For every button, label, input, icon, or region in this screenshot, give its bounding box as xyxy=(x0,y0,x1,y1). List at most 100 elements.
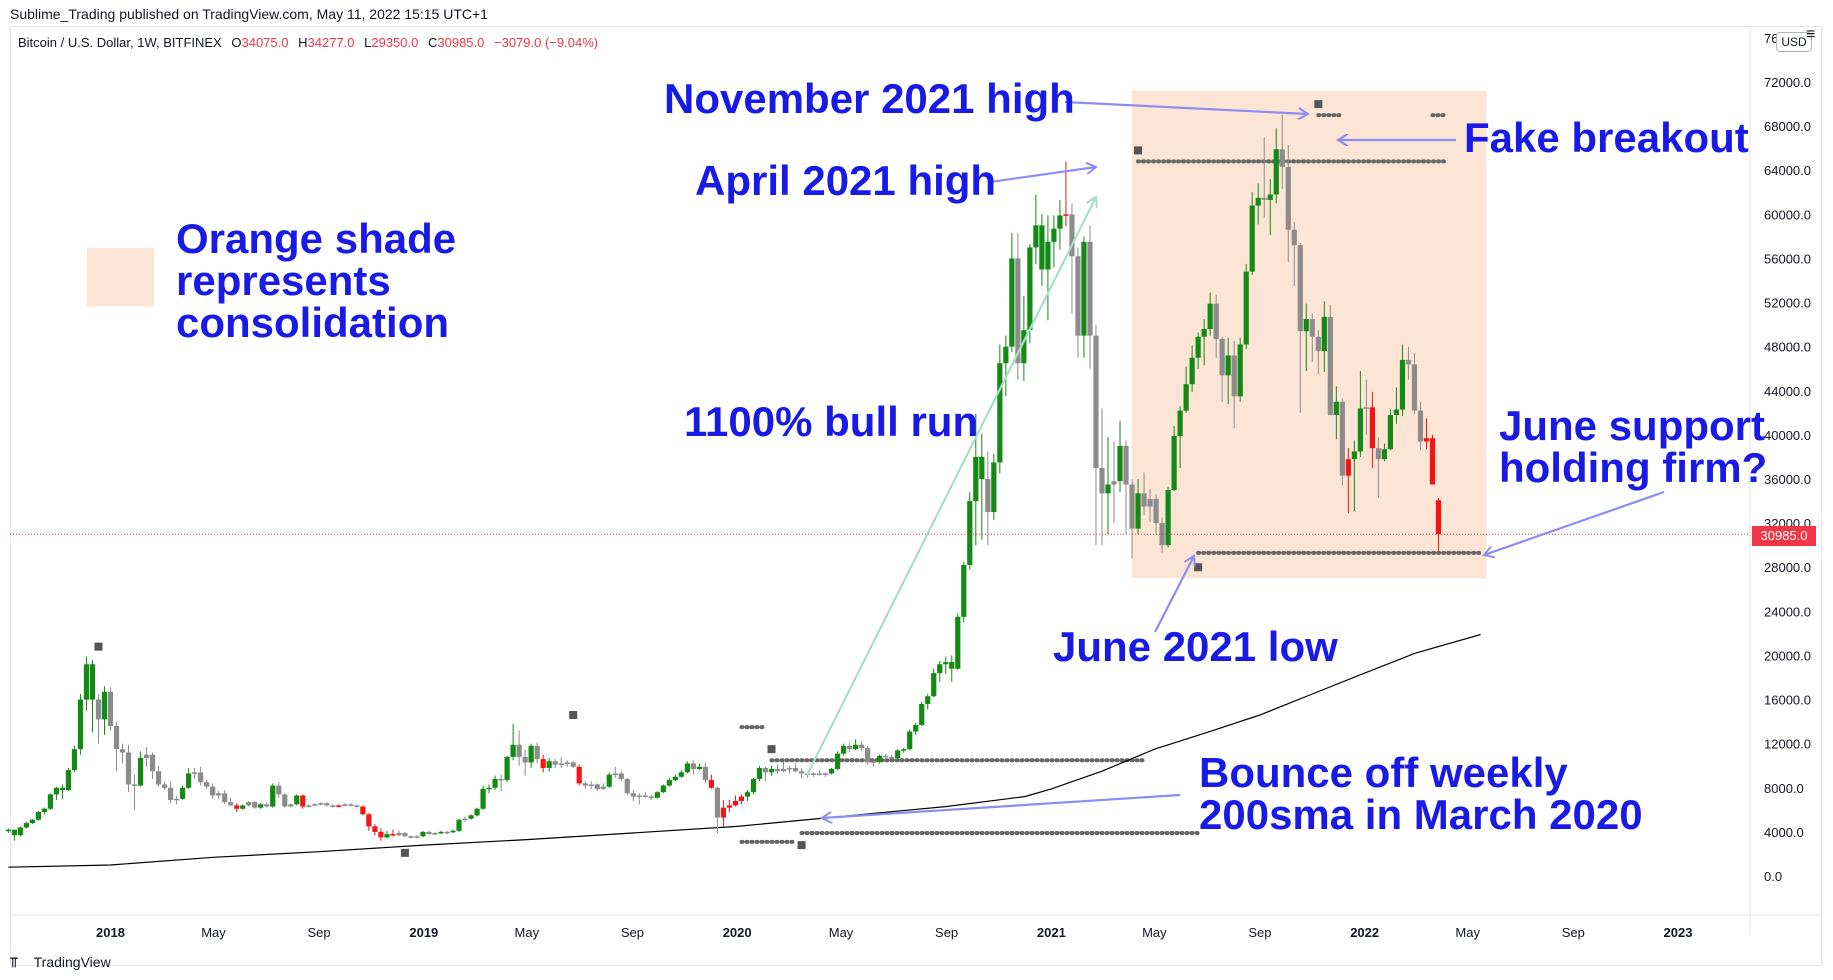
y-tick-label: 28000.0 xyxy=(1764,560,1811,575)
candle-body xyxy=(600,786,606,789)
candle-body xyxy=(288,804,294,807)
candle-body xyxy=(498,778,504,781)
candle-body xyxy=(570,762,576,767)
candle-body xyxy=(1015,258,1021,364)
candle-body xyxy=(558,763,564,766)
brand-name: TradingView xyxy=(33,954,111,970)
annotation-bull-run: 1100% bull run xyxy=(684,398,979,445)
candle-body xyxy=(1417,410,1424,442)
candle-body xyxy=(173,798,180,801)
tradingview-brand[interactable]: ⫪ TradingView xyxy=(10,954,111,971)
candle-body xyxy=(216,793,222,796)
x-tick-label: Sep xyxy=(1562,925,1585,940)
candle-body xyxy=(330,805,336,807)
y-tick-label: 68000.0 xyxy=(1764,119,1811,134)
y-tick-label: 24000.0 xyxy=(1764,604,1811,619)
consolidation-key-swatch xyxy=(87,248,154,306)
candle-body xyxy=(1183,384,1189,411)
candle-body xyxy=(1153,498,1159,524)
y-tick-label: 64000.0 xyxy=(1764,163,1811,178)
annotation-arrow xyxy=(1064,100,1308,114)
candle-body xyxy=(107,691,114,727)
candle-body xyxy=(1333,401,1339,416)
candle-body xyxy=(877,755,883,762)
open-value: 34075.0 xyxy=(241,35,289,50)
candle-body xyxy=(300,795,306,807)
candle-body xyxy=(450,830,456,833)
pivot-marker xyxy=(569,710,578,719)
y-tick-label: 16000.0 xyxy=(1764,693,1811,708)
candle-body xyxy=(474,808,480,816)
candle-body xyxy=(925,696,931,704)
currency-badge[interactable]: USD xyxy=(1776,32,1812,52)
high-value: 34277.0 xyxy=(307,35,355,50)
candle-body xyxy=(1123,445,1129,485)
candle-body xyxy=(841,745,847,754)
candle-body xyxy=(1009,258,1015,347)
pivot-marker xyxy=(797,841,806,850)
candle-body xyxy=(822,773,829,775)
candle-body xyxy=(540,759,546,768)
candle-body xyxy=(528,745,534,763)
candle-body xyxy=(961,565,967,617)
candle-body xyxy=(35,812,41,820)
candle-body xyxy=(1339,401,1345,476)
y-tick-label: 12000.0 xyxy=(1764,737,1811,752)
candle-body xyxy=(294,795,300,805)
candle-body xyxy=(204,782,210,787)
candle-body xyxy=(77,699,84,750)
candle-body xyxy=(865,748,871,763)
candle-body xyxy=(354,805,360,807)
candle-body xyxy=(636,795,642,797)
pivot-marker xyxy=(400,848,409,857)
candle-body xyxy=(582,783,588,786)
candle-body xyxy=(985,479,991,513)
candle-body xyxy=(889,756,895,759)
candle-body xyxy=(1345,459,1351,476)
candle-body xyxy=(258,804,264,808)
x-tick-label: May xyxy=(201,925,226,940)
annotation-bounce: Bounce off weekly 200sma in March 2020 xyxy=(1199,749,1643,838)
candle-body xyxy=(534,745,540,760)
candle-body xyxy=(1357,408,1363,452)
candle-body xyxy=(901,749,907,751)
candle-body xyxy=(1051,228,1057,242)
candle-body xyxy=(744,792,751,797)
candle-body xyxy=(660,785,666,793)
candle-body xyxy=(588,784,594,786)
candle-body xyxy=(53,787,60,795)
candle-body xyxy=(366,814,372,827)
candle-body xyxy=(264,804,270,807)
y-tick-label: 44000.0 xyxy=(1764,384,1811,399)
candle-body xyxy=(1219,338,1225,376)
annotation-arrow xyxy=(989,167,1096,184)
candle-body xyxy=(792,767,799,772)
candle-body xyxy=(360,806,366,815)
candle-body xyxy=(372,826,378,832)
candle-body xyxy=(468,815,474,819)
annotation-june-support: June support holding firm? xyxy=(1499,402,1768,491)
candle-body xyxy=(1135,493,1141,529)
annotation-november-high: November 2021 high xyxy=(664,75,1075,122)
candle-body xyxy=(853,744,859,750)
candle-body xyxy=(318,803,324,805)
candle-body xyxy=(883,755,889,758)
candle-body xyxy=(396,832,402,836)
candle-body xyxy=(1423,438,1430,442)
candle-body xyxy=(486,787,492,790)
candle-body xyxy=(89,664,96,700)
x-tick-label: 2022 xyxy=(1350,925,1379,940)
candle-body xyxy=(324,803,330,806)
candle-body xyxy=(937,664,943,674)
candle-body xyxy=(762,767,769,773)
candle-body xyxy=(955,616,961,669)
candle-body xyxy=(1321,316,1327,352)
menu-lines-icon[interactable]: ≡ xyxy=(1806,26,1816,43)
candle-body xyxy=(648,796,654,799)
candle-body xyxy=(997,363,1003,463)
candle-body xyxy=(931,673,937,697)
candle-body xyxy=(23,823,29,828)
candle-body xyxy=(1105,484,1111,494)
candle-body xyxy=(1297,245,1303,332)
